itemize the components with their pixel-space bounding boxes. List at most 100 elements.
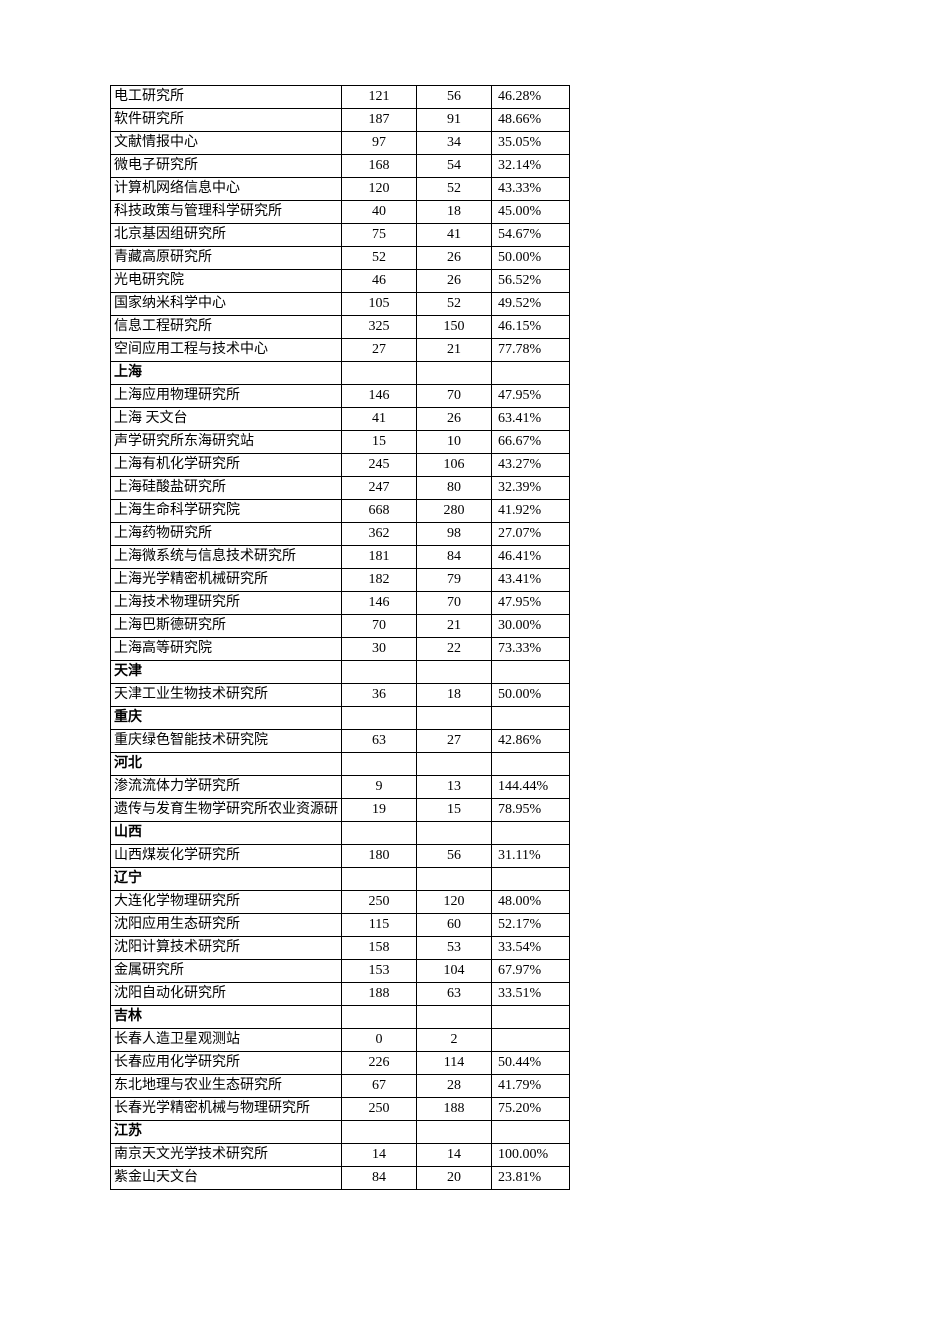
percentage: 75.20% <box>492 1098 570 1121</box>
value-2 <box>417 707 492 730</box>
value-2: 53 <box>417 937 492 960</box>
institute-name: 长春应用化学研究所 <box>111 1052 342 1075</box>
percentage: 42.86% <box>492 730 570 753</box>
region-header-row: 上海 <box>111 362 570 385</box>
value-2: 79 <box>417 569 492 592</box>
value-2: 22 <box>417 638 492 661</box>
table-row: 渗流流体力学研究所913144.44% <box>111 776 570 799</box>
table-row: 长春应用化学研究所22611450.44% <box>111 1052 570 1075</box>
percentage: 47.95% <box>492 385 570 408</box>
value-2 <box>417 868 492 891</box>
institute-name: 文献情报中心 <box>111 132 342 155</box>
value-1 <box>342 362 417 385</box>
value-1: 52 <box>342 247 417 270</box>
value-2: 84 <box>417 546 492 569</box>
table-row: 上海生命科学研究院66828041.92% <box>111 500 570 523</box>
table-row: 遗传与发育生物学研究所农业资源研191578.95% <box>111 799 570 822</box>
institute-name: 科技政策与管理科学研究所 <box>111 201 342 224</box>
value-1: 84 <box>342 1167 417 1190</box>
value-1 <box>342 822 417 845</box>
value-1: 325 <box>342 316 417 339</box>
value-1: 226 <box>342 1052 417 1075</box>
value-2: 60 <box>417 914 492 937</box>
value-1: 245 <box>342 454 417 477</box>
percentage <box>492 362 570 385</box>
value-1: 168 <box>342 155 417 178</box>
value-2: 18 <box>417 201 492 224</box>
institute-name: 南京天文光学技术研究所 <box>111 1144 342 1167</box>
region-header-row: 天津 <box>111 661 570 684</box>
region-name: 重庆 <box>111 707 342 730</box>
table-row: 上海有机化学研究所24510643.27% <box>111 454 570 477</box>
value-1 <box>342 1006 417 1029</box>
institute-name: 上海技术物理研究所 <box>111 592 342 615</box>
table-row: 上海微系统与信息技术研究所1818446.41% <box>111 546 570 569</box>
value-1: 36 <box>342 684 417 707</box>
region-name: 江苏 <box>111 1121 342 1144</box>
percentage: 50.44% <box>492 1052 570 1075</box>
value-2: 2 <box>417 1029 492 1052</box>
table-row: 国家纳米科学中心1055249.52% <box>111 293 570 316</box>
percentage: 35.05% <box>492 132 570 155</box>
percentage: 45.00% <box>492 201 570 224</box>
value-1: 41 <box>342 408 417 431</box>
percentage: 46.28% <box>492 86 570 109</box>
value-1: 9 <box>342 776 417 799</box>
institute-name: 长春人造卫星观测站 <box>111 1029 342 1052</box>
percentage <box>492 1121 570 1144</box>
value-1 <box>342 868 417 891</box>
table-row: 电工研究所1215646.28% <box>111 86 570 109</box>
percentage: 48.00% <box>492 891 570 914</box>
institute-name: 上海微系统与信息技术研究所 <box>111 546 342 569</box>
institute-name: 计算机网络信息中心 <box>111 178 342 201</box>
value-2 <box>417 1006 492 1029</box>
institute-name: 沈阳计算技术研究所 <box>111 937 342 960</box>
institute-name: 空间应用工程与技术中心 <box>111 339 342 362</box>
table-row: 金属研究所15310467.97% <box>111 960 570 983</box>
value-2: 91 <box>417 109 492 132</box>
institute-name: 山西煤炭化学研究所 <box>111 845 342 868</box>
value-2: 98 <box>417 523 492 546</box>
institute-name: 紫金山天文台 <box>111 1167 342 1190</box>
value-2: 56 <box>417 86 492 109</box>
table-row: 信息工程研究所32515046.15% <box>111 316 570 339</box>
value-1: 188 <box>342 983 417 1006</box>
value-2: 80 <box>417 477 492 500</box>
table-row: 空间应用工程与技术中心272177.78% <box>111 339 570 362</box>
percentage: 46.15% <box>492 316 570 339</box>
percentage: 27.07% <box>492 523 570 546</box>
region-name: 河北 <box>111 753 342 776</box>
percentage: 48.66% <box>492 109 570 132</box>
percentage: 78.95% <box>492 799 570 822</box>
value-2 <box>417 362 492 385</box>
institute-name: 上海光学精密机械研究所 <box>111 569 342 592</box>
percentage: 41.92% <box>492 500 570 523</box>
percentage <box>492 753 570 776</box>
table-row: 沈阳自动化研究所1886333.51% <box>111 983 570 1006</box>
institute-name: 上海药物研究所 <box>111 523 342 546</box>
institute-name: 上海生命科学研究院 <box>111 500 342 523</box>
institute-name: 渗流流体力学研究所 <box>111 776 342 799</box>
value-2: 188 <box>417 1098 492 1121</box>
percentage: 32.14% <box>492 155 570 178</box>
percentage: 56.52% <box>492 270 570 293</box>
table-row: 文献情报中心973435.05% <box>111 132 570 155</box>
region-header-row: 吉林 <box>111 1006 570 1029</box>
value-2: 13 <box>417 776 492 799</box>
region-name: 辽宁 <box>111 868 342 891</box>
percentage: 41.79% <box>492 1075 570 1098</box>
institute-name: 北京基因组研究所 <box>111 224 342 247</box>
table-row: 南京天文光学技术研究所1414100.00% <box>111 1144 570 1167</box>
institute-name: 上海有机化学研究所 <box>111 454 342 477</box>
table-row: 上海技术物理研究所1467047.95% <box>111 592 570 615</box>
percentage: 100.00% <box>492 1144 570 1167</box>
institute-name: 金属研究所 <box>111 960 342 983</box>
table-row: 上海高等研究院302273.33% <box>111 638 570 661</box>
value-2: 280 <box>417 500 492 523</box>
table-row: 紫金山天文台842023.81% <box>111 1167 570 1190</box>
table-row: 声学研究所东海研究站151066.67% <box>111 431 570 454</box>
institute-name: 重庆绿色智能技术研究院 <box>111 730 342 753</box>
value-2: 56 <box>417 845 492 868</box>
value-1: 158 <box>342 937 417 960</box>
table-row: 上海光学精密机械研究所1827943.41% <box>111 569 570 592</box>
